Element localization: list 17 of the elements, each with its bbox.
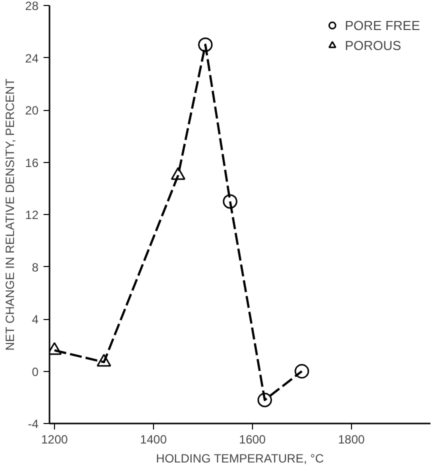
x-tick-label: 1200 — [41, 432, 68, 446]
legend-label: POROUS — [344, 38, 402, 52]
y-tick-label: -4 — [28, 417, 39, 431]
x-tick-label: 1800 — [338, 432, 366, 446]
y-axis-title: NET CHANGE IN RELATIVE DENSITY, PERCENT — [3, 78, 18, 351]
x-tick-label: 1600 — [239, 432, 266, 446]
y-tick-label: 24 — [25, 51, 39, 66]
y-tick-label: 20 — [25, 104, 39, 118]
y-tick-label: 28 — [25, 0, 39, 13]
x-tick-label: 1400 — [140, 432, 168, 446]
x-axis-title: HOLDING TEMPERATURE, °C — [156, 452, 324, 466]
y-tick-label: 8 — [32, 260, 39, 274]
y-tick-label: 16 — [25, 156, 39, 170]
y-tick-label: 0 — [32, 364, 39, 379]
y-tick-label: 4 — [32, 312, 39, 326]
legend-label: PORE FREE — [344, 18, 420, 32]
y-tick-label: 12 — [25, 208, 39, 222]
